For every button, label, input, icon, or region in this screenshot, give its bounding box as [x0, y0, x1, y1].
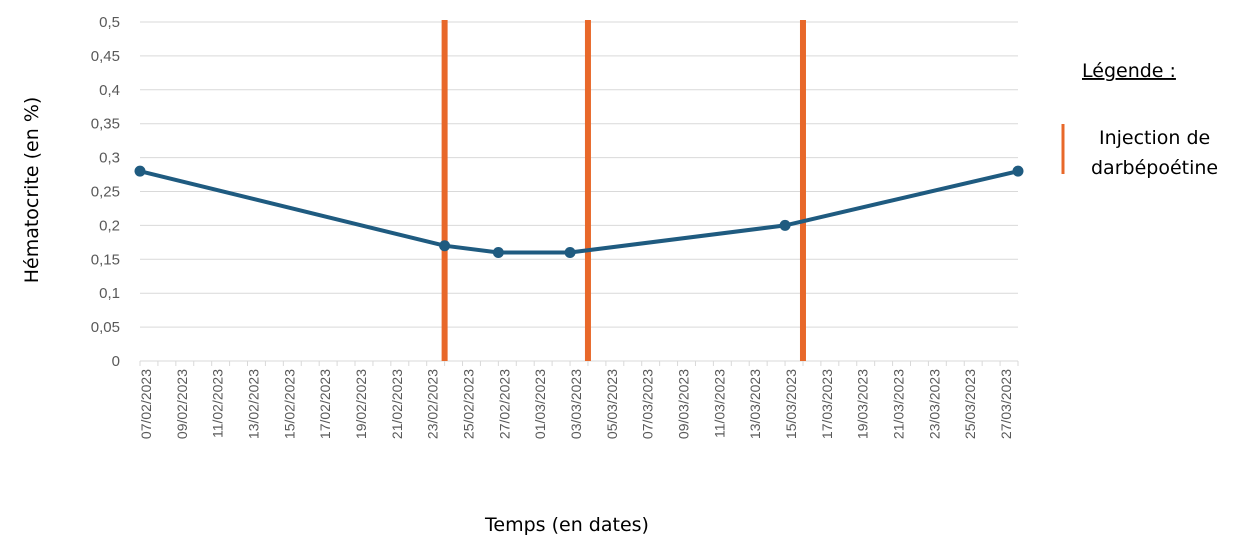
y-tick-label: 0,45	[91, 48, 120, 65]
y-axis-title: Hématocrite (en %)	[21, 97, 43, 284]
series-line-0	[140, 171, 1018, 252]
data-point-2	[493, 247, 504, 258]
x-tick-label: 23/03/2023	[926, 369, 942, 439]
x-tick-label: 11/03/2023	[711, 369, 727, 438]
x-tick-label: 15/02/2023	[281, 369, 297, 439]
x-tick-label: 25/02/2023	[461, 369, 477, 439]
x-tick-label: 05/03/2023	[604, 369, 620, 439]
y-tick-label: 0,3	[99, 150, 120, 167]
data-point-5	[1013, 166, 1024, 177]
x-tick-label: 01/03/2023	[532, 369, 548, 439]
x-tick-label: 23/02/2023	[425, 369, 441, 439]
legend-label-line-2: darbépoétine	[1091, 157, 1218, 179]
x-tick-label: 03/03/2023	[568, 369, 584, 439]
data-point-3	[565, 247, 576, 258]
legend-title: Légende :	[1082, 60, 1176, 82]
series-layer	[135, 166, 1024, 258]
y-tick-label: 0	[112, 353, 120, 370]
x-tick-label: 27/03/2023	[998, 369, 1014, 439]
x-tick-label: 17/03/2023	[819, 369, 835, 439]
y-tick-label: 0,4	[99, 82, 120, 99]
gridlines	[140, 22, 1018, 361]
x-tick-label: 09/03/2023	[676, 369, 692, 439]
y-tick-label: 0,35	[91, 116, 120, 133]
x-tick-label: 13/03/2023	[747, 369, 763, 439]
y-tick-label: 0,1	[99, 285, 120, 302]
x-tick-label: 15/03/2023	[783, 369, 799, 439]
data-point-1	[439, 240, 450, 251]
data-point-4	[780, 220, 791, 231]
x-tick-label: 25/03/2023	[962, 369, 978, 439]
x-tick-label: 13/02/2023	[246, 369, 262, 439]
x-tick-label: 09/02/2023	[174, 369, 190, 439]
x-tick-label: 21/03/2023	[891, 369, 907, 439]
legend-label-line-1: Injection de	[1099, 127, 1210, 149]
x-axis-title: Temps (en dates)	[484, 514, 649, 536]
x-tick-label: 17/02/2023	[317, 369, 333, 439]
injection-markers	[445, 20, 803, 361]
y-tick-label: 0,15	[91, 251, 120, 268]
x-axis-ticks: 07/02/2023 09/02/2023 11/02/2023 13/02/2023…	[138, 361, 1018, 439]
y-tick-label: 0,25	[91, 184, 120, 201]
y-axis-ticks: 0 0,05 0,1 0,15 0,2 0,25 0,3 0,35 0,4 0,45 0,5	[91, 14, 120, 370]
x-tick-label: 07/03/2023	[640, 369, 656, 439]
legend: Légende : Injection de darbépoétine	[1063, 60, 1218, 179]
x-tick-label: 11/02/2023	[210, 369, 226, 438]
x-tick-label: 21/02/2023	[389, 369, 405, 439]
y-tick-label: 0,2	[99, 217, 120, 234]
data-point-0	[135, 166, 146, 177]
x-tick-label: 19/03/2023	[855, 369, 871, 439]
x-tick-label: 19/02/2023	[353, 369, 369, 439]
x-tick-label: 27/02/2023	[496, 369, 512, 439]
y-tick-label: 0,05	[91, 319, 120, 336]
x-tick-label: 07/02/2023	[138, 369, 154, 439]
y-tick-label: 0,5	[99, 14, 120, 31]
